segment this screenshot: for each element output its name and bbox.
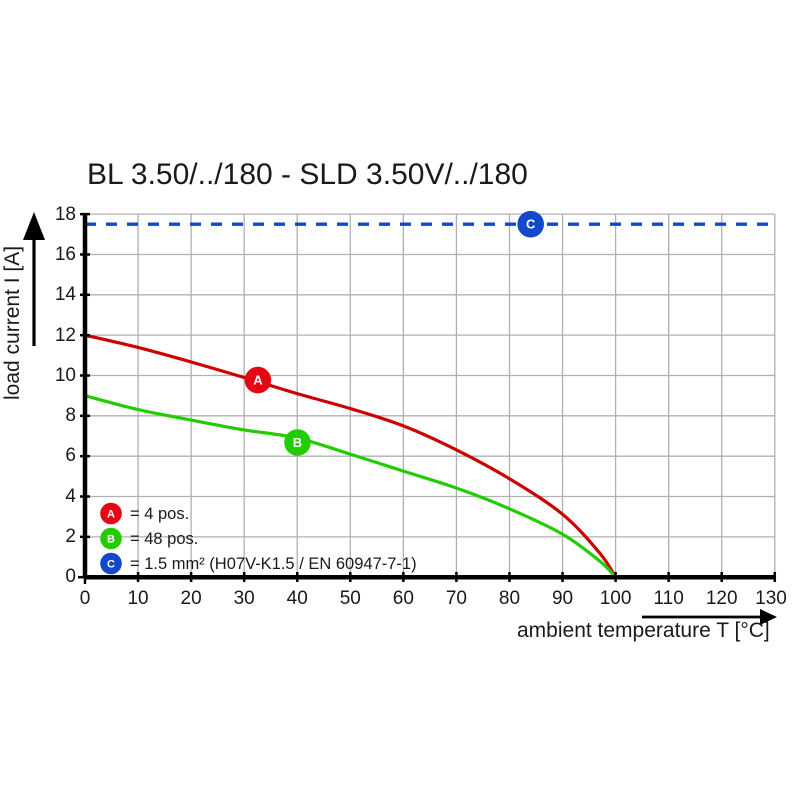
svg-text:20: 20 — [181, 588, 202, 609]
svg-text:16: 16 — [55, 244, 76, 265]
svg-text:130: 130 — [755, 588, 787, 609]
svg-text:60: 60 — [393, 588, 414, 609]
svg-text:= 1.5 mm² (H07V-K1.5 / EN 6094: = 1.5 mm² (H07V-K1.5 / EN 60947-7-1) — [130, 555, 417, 573]
svg-text:70: 70 — [446, 588, 467, 609]
svg-text:8: 8 — [65, 405, 76, 426]
svg-text:B: B — [293, 435, 302, 450]
svg-text:12: 12 — [55, 325, 76, 346]
svg-text:= 48 pos.: = 48 pos. — [130, 530, 198, 548]
svg-text:BL 3.50/../180 - SLD 3.50V/../: BL 3.50/../180 - SLD 3.50V/../180 — [87, 158, 528, 191]
svg-text:100: 100 — [600, 588, 632, 609]
svg-text:18: 18 — [55, 204, 76, 225]
svg-text:load current I [A]: load current I [A] — [1, 246, 24, 400]
svg-text:C: C — [526, 217, 536, 232]
svg-text:6: 6 — [65, 445, 76, 466]
svg-text:0: 0 — [80, 588, 91, 609]
svg-text:4: 4 — [65, 486, 76, 507]
svg-text:110: 110 — [654, 588, 684, 609]
svg-text:120: 120 — [706, 588, 738, 609]
svg-text:80: 80 — [499, 588, 520, 609]
svg-text:50: 50 — [340, 588, 361, 609]
svg-text:ambient temperature T [°C]: ambient temperature T [°C] — [517, 619, 770, 642]
svg-text:C: C — [107, 558, 115, 570]
svg-text:10: 10 — [127, 588, 148, 609]
svg-text:30: 30 — [234, 588, 255, 609]
svg-text:0: 0 — [65, 566, 76, 587]
svg-text:14: 14 — [55, 284, 77, 305]
svg-text:A: A — [253, 373, 263, 388]
svg-text:= 4 pos.: = 4 pos. — [130, 505, 189, 523]
svg-text:10: 10 — [55, 365, 76, 386]
svg-text:90: 90 — [552, 588, 573, 609]
svg-text:B: B — [107, 533, 115, 545]
svg-text:A: A — [107, 508, 115, 520]
svg-text:40: 40 — [287, 588, 308, 609]
svg-text:2: 2 — [65, 526, 76, 547]
